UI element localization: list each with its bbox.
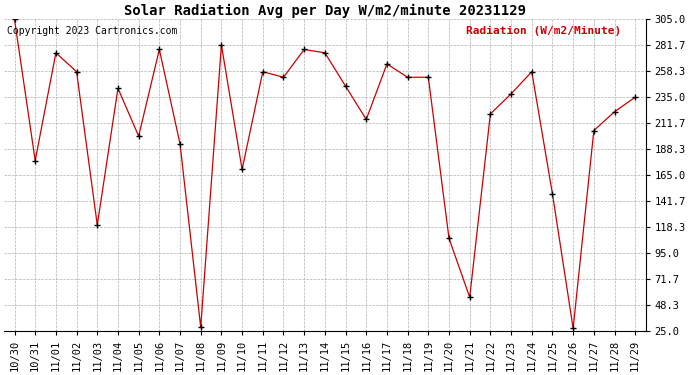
Text: Radiation (W/m2/Minute): Radiation (W/m2/Minute) <box>466 26 621 36</box>
Text: Copyright 2023 Cartronics.com: Copyright 2023 Cartronics.com <box>8 26 178 36</box>
Title: Solar Radiation Avg per Day W/m2/minute 20231129: Solar Radiation Avg per Day W/m2/minute … <box>124 4 526 18</box>
